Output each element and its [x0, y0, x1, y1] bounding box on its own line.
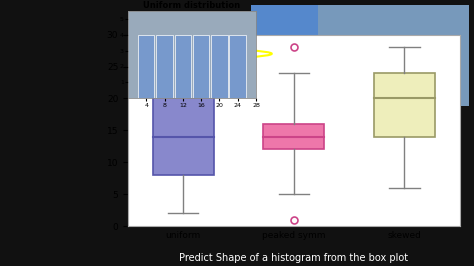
Bar [138, 35, 155, 98]
Text: Predict Shape of a histogram from the box plot: Predict Shape of a histogram from the bo… [179, 253, 409, 263]
Bar [174, 35, 191, 98]
Bar [153, 92, 214, 175]
Title: Uniform distribution: Uniform distribution [144, 1, 240, 10]
Bar [264, 124, 324, 149]
Bar [211, 35, 228, 98]
Bar [156, 35, 173, 98]
Bar [193, 35, 210, 98]
Bar [229, 35, 246, 98]
Bar [374, 73, 435, 137]
